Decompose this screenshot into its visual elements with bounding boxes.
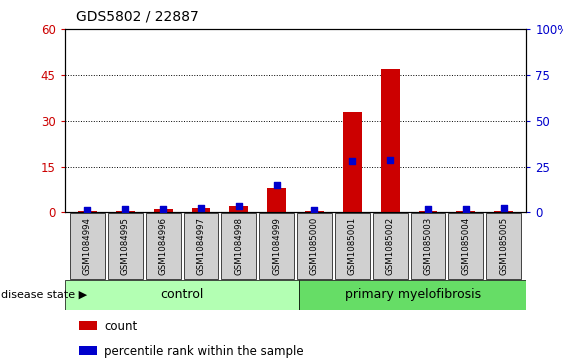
Point xyxy=(386,157,395,163)
Bar xyxy=(410,213,445,279)
Point xyxy=(499,205,508,211)
Text: GSM1085004: GSM1085004 xyxy=(461,217,470,275)
Bar xyxy=(300,280,526,310)
Bar xyxy=(79,321,97,330)
Bar xyxy=(221,213,256,279)
Point xyxy=(310,207,319,212)
Bar xyxy=(381,69,400,212)
Bar xyxy=(373,213,408,279)
Text: percentile rank within the sample: percentile rank within the sample xyxy=(105,345,304,358)
Point xyxy=(83,207,92,212)
Text: GSM1085002: GSM1085002 xyxy=(386,217,395,275)
Text: GSM1085001: GSM1085001 xyxy=(348,217,357,275)
Bar xyxy=(297,213,332,279)
Text: count: count xyxy=(105,320,138,333)
Point xyxy=(159,206,168,212)
Text: GSM1084994: GSM1084994 xyxy=(83,217,92,275)
Bar xyxy=(65,280,300,310)
Bar xyxy=(70,213,105,279)
Bar xyxy=(229,206,248,212)
Bar xyxy=(449,213,483,279)
Bar xyxy=(267,188,286,212)
Bar xyxy=(343,111,362,212)
Text: GSM1084998: GSM1084998 xyxy=(234,217,243,275)
Text: GSM1085005: GSM1085005 xyxy=(499,217,508,275)
Point xyxy=(461,206,470,212)
Point xyxy=(234,203,243,209)
Point xyxy=(423,206,432,212)
Text: GSM1084996: GSM1084996 xyxy=(159,217,168,275)
Text: disease state ▶: disease state ▶ xyxy=(1,290,87,300)
Text: GSM1085000: GSM1085000 xyxy=(310,217,319,275)
Bar xyxy=(191,208,211,212)
Bar xyxy=(494,211,513,212)
Bar xyxy=(146,213,181,279)
Bar xyxy=(108,213,142,279)
Text: GSM1084995: GSM1084995 xyxy=(121,217,130,275)
Bar xyxy=(184,213,218,279)
Point xyxy=(121,206,130,212)
Bar xyxy=(418,211,437,212)
Text: GSM1084997: GSM1084997 xyxy=(196,217,205,275)
Bar xyxy=(305,211,324,212)
Bar xyxy=(116,211,135,212)
Point xyxy=(272,182,281,188)
Text: primary myelofibrosis: primary myelofibrosis xyxy=(345,289,481,301)
Text: GSM1084999: GSM1084999 xyxy=(272,217,281,275)
Text: control: control xyxy=(160,289,204,301)
Point xyxy=(196,205,205,211)
Text: GDS5802 / 22887: GDS5802 / 22887 xyxy=(76,9,199,24)
Bar xyxy=(486,213,521,279)
Bar xyxy=(79,346,97,355)
Text: GSM1085003: GSM1085003 xyxy=(423,217,432,275)
Bar xyxy=(154,209,173,212)
Bar xyxy=(335,213,370,279)
Bar xyxy=(259,213,294,279)
Point xyxy=(348,158,357,164)
Bar xyxy=(457,211,475,212)
Bar xyxy=(78,211,97,212)
